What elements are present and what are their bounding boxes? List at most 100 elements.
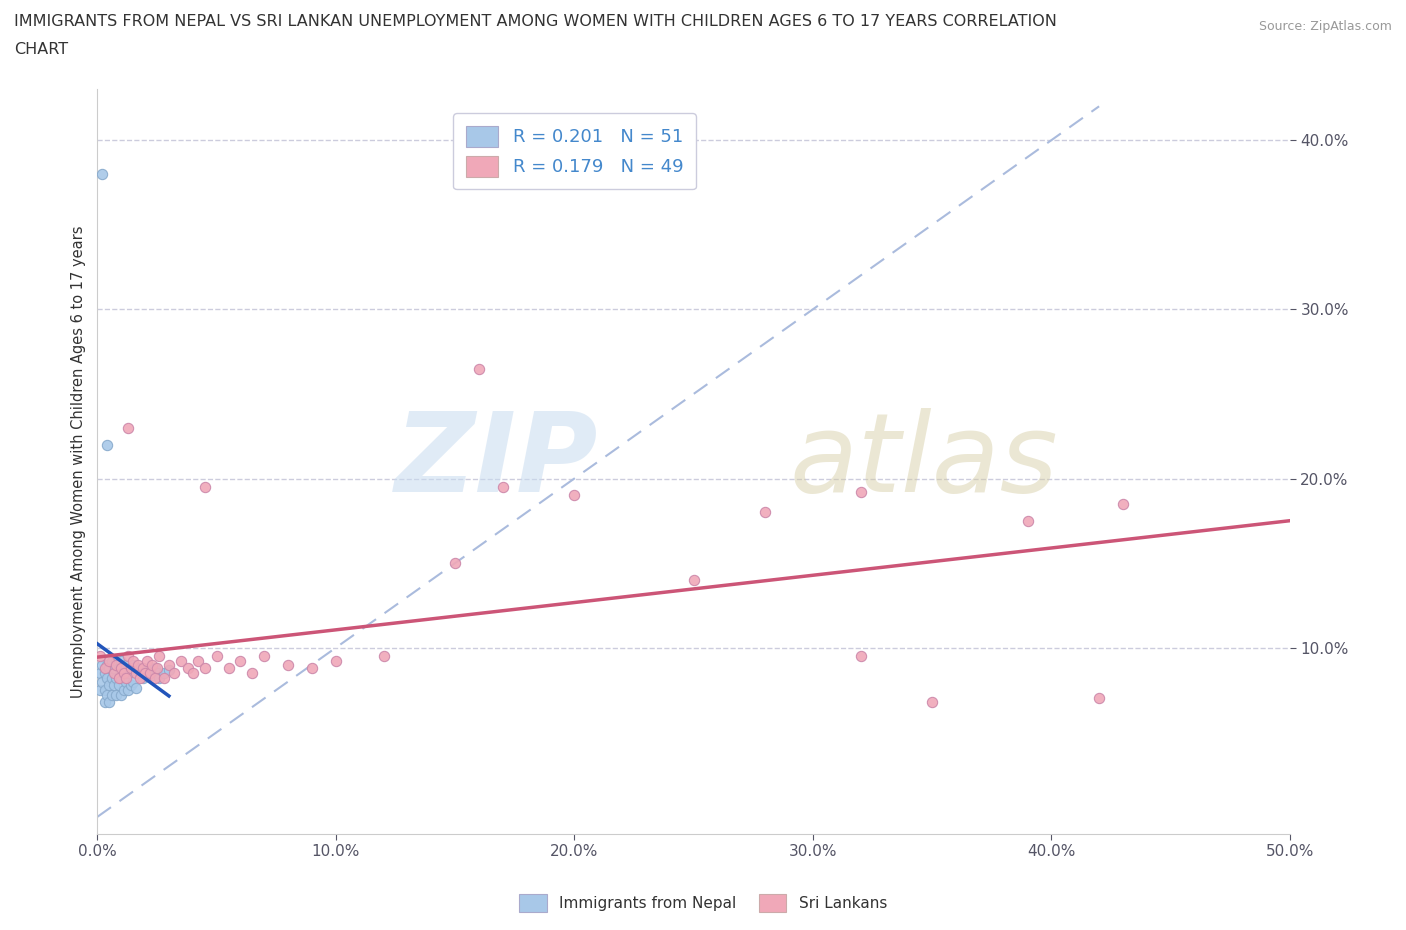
Point <box>117 649 139 664</box>
Point <box>157 662 180 677</box>
Point <box>117 420 139 435</box>
Point <box>115 658 138 672</box>
Point <box>120 677 142 692</box>
Point <box>103 660 125 675</box>
Point <box>108 660 131 675</box>
Point <box>148 649 170 664</box>
Point <box>921 695 943 710</box>
Point <box>148 671 170 685</box>
Point <box>194 480 217 495</box>
Point <box>96 671 118 685</box>
Point <box>131 660 153 675</box>
Point <box>98 654 121 669</box>
Point <box>120 660 142 675</box>
Point <box>134 664 156 679</box>
Text: CHART: CHART <box>14 42 67 57</box>
Point <box>218 660 240 675</box>
Point <box>105 687 128 702</box>
Text: IMMIGRANTS FROM NEPAL VS SRI LANKAN UNEMPLOYMENT AMONG WOMEN WITH CHILDREN AGES : IMMIGRANTS FROM NEPAL VS SRI LANKAN UNEM… <box>14 14 1057 29</box>
Point <box>277 658 299 672</box>
Point <box>110 671 132 685</box>
Point <box>124 666 146 681</box>
Point <box>93 660 115 675</box>
Point <box>564 488 586 503</box>
Point <box>89 683 111 698</box>
Point <box>143 671 166 685</box>
Point <box>112 666 135 681</box>
Point <box>124 664 146 679</box>
Point <box>301 660 323 675</box>
Point <box>110 660 132 675</box>
Text: Source: ZipAtlas.com: Source: ZipAtlas.com <box>1258 20 1392 33</box>
Point <box>98 695 121 710</box>
Point <box>96 437 118 452</box>
Point <box>103 666 125 681</box>
Point <box>205 649 228 664</box>
Point <box>141 668 163 683</box>
Point <box>120 660 142 675</box>
Point <box>1088 691 1111 706</box>
Point <box>1017 513 1039 528</box>
Point <box>129 671 152 685</box>
Point <box>194 660 217 675</box>
Point <box>91 674 114 689</box>
Point <box>105 654 128 669</box>
Point <box>108 671 131 685</box>
Point <box>124 681 146 696</box>
Text: ZIP: ZIP <box>395 408 598 515</box>
Point <box>157 658 180 672</box>
Point <box>96 658 118 672</box>
Point <box>849 649 872 664</box>
Point <box>98 677 121 692</box>
Point <box>468 361 491 376</box>
Point <box>100 671 122 685</box>
Point <box>373 649 395 664</box>
Point <box>153 666 176 681</box>
Point <box>110 687 132 702</box>
Point <box>115 674 138 689</box>
Point <box>181 666 204 681</box>
Point <box>117 683 139 698</box>
Point <box>112 666 135 681</box>
Point <box>136 669 159 684</box>
Point <box>100 654 122 669</box>
Point <box>170 654 193 669</box>
Point <box>89 649 111 664</box>
Point <box>117 666 139 681</box>
Point <box>96 687 118 702</box>
Point <box>122 674 145 689</box>
Point <box>91 658 114 672</box>
Point <box>136 654 159 669</box>
Point <box>177 660 200 675</box>
Point <box>153 671 176 685</box>
Point <box>108 677 131 692</box>
Point <box>122 658 145 672</box>
Point <box>89 666 111 681</box>
Point <box>127 660 149 675</box>
Point <box>105 671 128 685</box>
Point <box>186 654 208 669</box>
Point <box>129 666 152 681</box>
Point <box>93 695 115 710</box>
Point <box>146 666 169 681</box>
Point <box>754 505 776 520</box>
Point <box>139 662 162 677</box>
Point <box>110 654 132 669</box>
Text: atlas: atlas <box>789 408 1057 515</box>
Point <box>242 666 264 681</box>
Point <box>93 666 115 681</box>
Point <box>1112 497 1135 512</box>
Point <box>103 677 125 692</box>
Point <box>98 660 121 675</box>
Point <box>112 683 135 698</box>
Point <box>91 166 114 181</box>
Point <box>115 671 138 685</box>
Point <box>127 658 149 672</box>
Legend: Immigrants from Nepal, Sri Lankans: Immigrants from Nepal, Sri Lankans <box>513 888 893 918</box>
Point <box>253 649 276 664</box>
Point <box>100 687 122 702</box>
Point <box>682 573 704 588</box>
Point <box>163 666 186 681</box>
Point <box>229 654 252 669</box>
Point <box>141 658 163 672</box>
